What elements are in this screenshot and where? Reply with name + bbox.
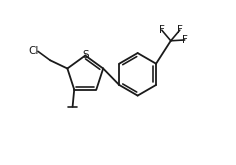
Text: F: F: [177, 25, 183, 35]
Text: S: S: [82, 50, 88, 60]
Text: F: F: [159, 25, 165, 35]
Text: Cl: Cl: [29, 46, 39, 55]
Text: F: F: [182, 35, 188, 45]
